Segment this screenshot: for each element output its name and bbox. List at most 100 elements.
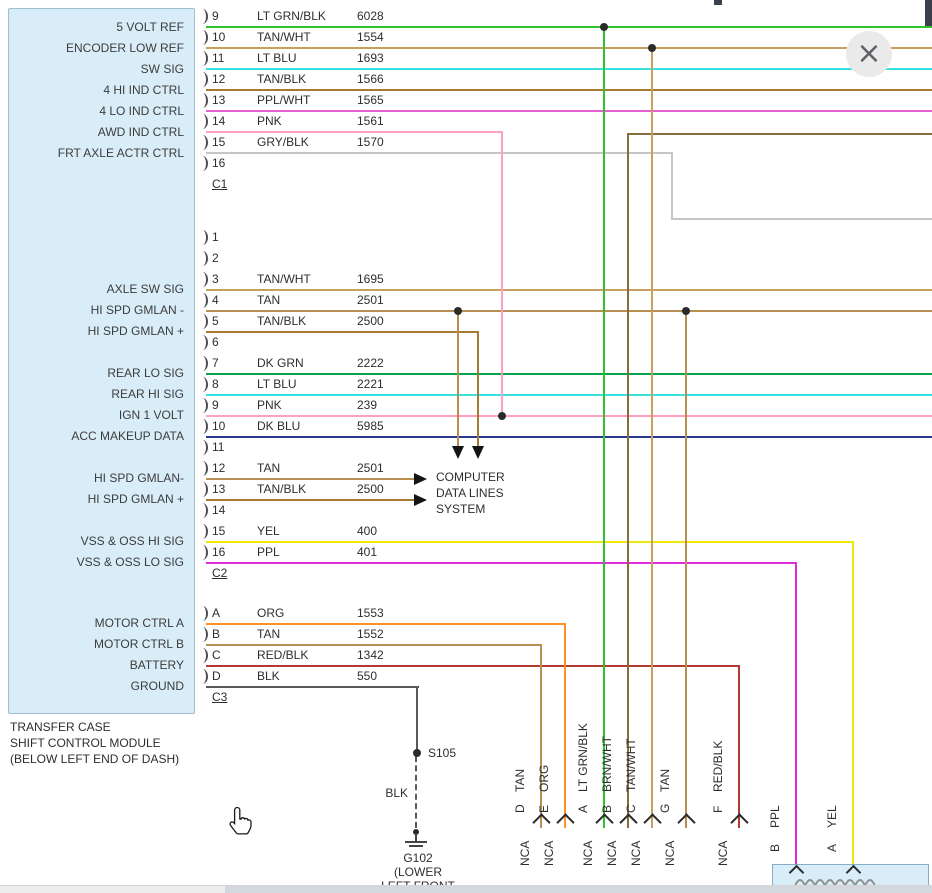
pin-number: 9: [212, 9, 219, 23]
terminal-color-label: ORG: [537, 764, 551, 792]
wire-segment: [206, 152, 673, 154]
wire-segment: [671, 152, 673, 220]
circuit-number: 239: [357, 398, 378, 412]
wire-segment: [627, 133, 932, 135]
wire-segment: [416, 686, 418, 752]
module-name: TRANSFER CASE: [10, 720, 111, 734]
circuit-number: 6028: [357, 9, 384, 23]
wire-color: LT BLU: [257, 377, 297, 391]
pin-arc: [197, 51, 208, 66]
wire-segment: [206, 47, 932, 49]
nca-arrow-icon: [730, 813, 749, 832]
pin-arc: [197, 272, 208, 287]
wire-segment: [206, 394, 932, 396]
horizontal-scrollbar[interactable]: [0, 885, 932, 893]
close-icon: ×: [856, 36, 882, 71]
ground-symbol: [415, 833, 417, 841]
pin-number: 5: [212, 314, 219, 328]
pin-number: 14: [212, 114, 226, 128]
terminal-pin-label: B: [768, 843, 782, 852]
wire-segment: [540, 644, 542, 828]
nca-arrow-icon: [556, 813, 575, 832]
close-button[interactable]: ×: [846, 31, 892, 77]
circuit-number: 1565: [357, 93, 384, 107]
wire-segment: [206, 541, 854, 543]
pin-number: 2: [212, 251, 219, 265]
wire-segment-dashed: [415, 756, 417, 828]
terminal-nca-label: NCA: [629, 840, 643, 866]
arrow-down-icon: [472, 446, 484, 459]
ground-label: G102: [403, 851, 433, 865]
pin-arc: [197, 156, 208, 171]
circuit-number: 1561: [357, 114, 384, 128]
wire-color: GRY/BLK: [257, 135, 309, 149]
wire-segment: [206, 373, 932, 375]
wire-segment: [206, 478, 414, 480]
ground-symbol: [413, 829, 419, 835]
wire-color: DK BLU: [257, 419, 301, 433]
module-pin-label: VSS & OSS HI SIG: [80, 534, 184, 548]
computer-data-lines-label: SYSTEM: [436, 502, 486, 516]
circuit-number: 1566: [357, 72, 384, 86]
pin-arc: [197, 377, 208, 392]
pin-number: 10: [212, 30, 226, 44]
module-pin-label: AWD IND CTRL: [97, 125, 184, 139]
splice-dot: [454, 307, 462, 315]
wire-segment: [206, 623, 566, 625]
terminal-nca-label: NCA: [605, 840, 619, 866]
wire-segment: [206, 110, 932, 112]
terminal-pin-label: D: [513, 804, 527, 813]
pin-arc: [197, 114, 208, 129]
wire-segment: [206, 415, 932, 417]
splice-dot: [682, 307, 690, 315]
terminal-color-label: TAN: [513, 768, 527, 792]
circuit-number: 2501: [357, 293, 384, 307]
wire-segment: [206, 499, 414, 501]
terminal-nca-label: NCA: [581, 840, 595, 866]
wire-color: LT BLU: [257, 51, 297, 65]
module-pin-label: HI SPD GMLAN +: [87, 492, 184, 506]
computer-data-lines-label: COMPUTER: [436, 470, 505, 484]
pin-number: C: [212, 648, 221, 662]
circuit-number: 2222: [357, 356, 384, 370]
window-edge: [925, 0, 932, 26]
scrollbar-thumb[interactable]: [225, 886, 932, 893]
pin-number: 4: [212, 293, 219, 307]
wire-color: TAN/WHT: [257, 30, 311, 44]
wire-color: TAN: [257, 461, 281, 475]
wire-segment: [206, 331, 479, 333]
pin-number: 8: [212, 377, 219, 391]
pin-number: 16: [212, 156, 226, 170]
circuit-number: 2500: [357, 314, 384, 328]
pin-number: 13: [212, 482, 226, 496]
wire-segment: [564, 623, 566, 828]
wire-color: RED/BLK: [257, 648, 309, 662]
module-pin-label: VSS & OSS LO SIG: [76, 555, 184, 569]
pin-arc: [197, 93, 208, 108]
terminal-pin-label: F: [711, 805, 725, 813]
module-pin-label: 5 VOLT REF: [116, 20, 184, 34]
terminal-color-label: BRN/WHT: [600, 736, 614, 792]
wire-segment: [206, 131, 503, 133]
circuit-number: 2501: [357, 461, 384, 475]
module-pin-label: AXLE SW SIG: [106, 282, 184, 296]
circuit-number: 2221: [357, 377, 384, 391]
module-pin-label: SW SIG: [140, 62, 184, 76]
hand-cursor-icon: [229, 806, 252, 835]
pin-arc: [197, 30, 208, 45]
wire-segment: [206, 310, 932, 312]
circuit-number: 2500: [357, 482, 384, 496]
wire-segment: [206, 436, 932, 438]
module-name: (BELOW LEFT END OF DASH): [10, 752, 180, 766]
wire-segment: [852, 541, 854, 864]
circuit-number: 1553: [357, 606, 384, 620]
wire-color: DK GRN: [257, 356, 304, 370]
circuit-number: 1552: [357, 627, 384, 641]
module-pin-label: HI SPD GMLAN -: [90, 303, 184, 317]
terminal-pin-label: E: [537, 804, 551, 813]
wire-segment: [206, 665, 740, 667]
wire-color: TAN/BLK: [257, 72, 307, 86]
terminal-color-label: RED/BLK: [711, 740, 725, 792]
pin-number: 15: [212, 135, 226, 149]
